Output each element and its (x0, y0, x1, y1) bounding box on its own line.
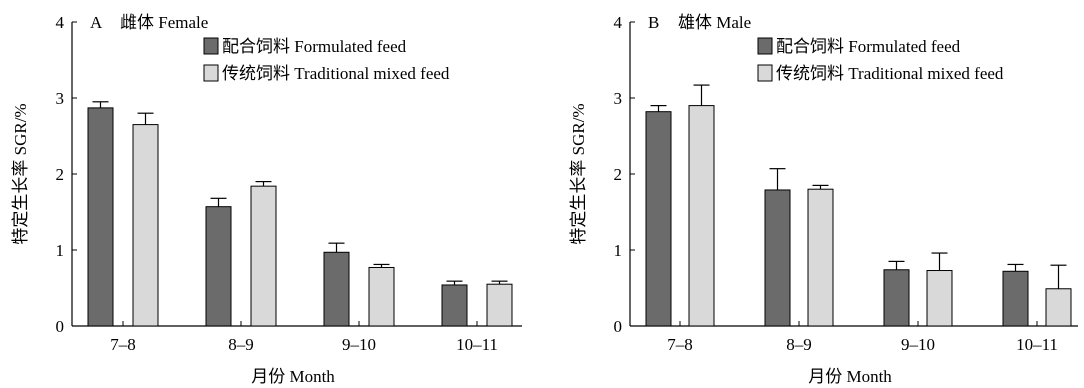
chart-panel-a: 0 1 2 3 4 特定生长率 SGR/% A 雌体 Female 7–8 8–9 9–10 10–1… (11, 13, 522, 386)
bar-traditional-feed (926, 270, 953, 327)
x-tick-label: 8–9 (786, 335, 812, 354)
bar-formulated-feed (1002, 270, 1029, 327)
bar-traditional-feed (368, 266, 395, 327)
bar-traditional-feed (688, 105, 715, 327)
legend-label: 配合饲料 Formulated feed (776, 37, 961, 56)
y-tick-label: 3 (614, 89, 623, 108)
legend-swatch (757, 37, 773, 55)
bar-formulated-feed (205, 206, 232, 327)
legend-label: 传统饲料 Traditional mixed feed (222, 64, 450, 83)
bar-traditional-feed (250, 185, 277, 327)
x-tick-label: 9–10 (342, 335, 376, 354)
x-axis-title: 月份 Month (251, 367, 335, 386)
y-tick-label: 3 (56, 89, 65, 108)
legend-swatch (757, 64, 773, 82)
y-tick-label: 0 (56, 317, 65, 336)
bar-formulated-feed (87, 107, 114, 327)
bar-formulated-feed (764, 189, 791, 327)
panel-title: 雄体 Male (678, 13, 751, 32)
y-tick-label: 0 (614, 317, 623, 336)
bar-formulated-feed (883, 269, 910, 327)
bar-traditional-feed (807, 188, 834, 327)
chart-panel-b: 0 1 2 3 4 特定生长率 SGR/% B 雄体 Male 7–8 8–9 9–10 10–11 月… (569, 13, 1078, 386)
y-axis-title: 特定生长率 SGR/% (569, 103, 588, 244)
panel-letter: A (90, 13, 103, 32)
legend-swatch (203, 64, 219, 82)
bar-formulated-feed (323, 251, 350, 327)
y-tick-label: 1 (614, 241, 623, 260)
panel-title: 雌体 Female (120, 13, 208, 32)
x-axis-title: 月份 Month (808, 367, 892, 386)
bar-traditional-feed (1045, 288, 1072, 327)
legend-label: 传统饲料 Traditional mixed feed (776, 64, 1004, 83)
x-tick-label: 7–8 (110, 335, 136, 354)
bar-formulated-feed (645, 111, 672, 327)
y-tick-label: 1 (56, 241, 65, 260)
y-tick-label: 2 (614, 165, 623, 184)
bar-traditional-feed (132, 124, 159, 327)
y-tick-label: 2 (56, 165, 65, 184)
x-tick-label: 10–11 (456, 335, 498, 354)
bar-traditional-feed (486, 283, 513, 327)
x-tick-label: 7–8 (667, 335, 693, 354)
y-tick-label: 4 (56, 13, 65, 32)
x-tick-label: 10–11 (1016, 335, 1058, 354)
panel-letter: B (648, 13, 659, 32)
bar-formulated-feed (441, 284, 468, 327)
legend-swatch (203, 37, 219, 55)
legend-label: 配合饲料 Formulated feed (222, 37, 407, 56)
y-axis-title: 特定生长率 SGR/% (11, 103, 30, 244)
x-tick-label: 9–10 (901, 335, 935, 354)
x-tick-label: 8–9 (228, 335, 254, 354)
y-tick-label: 4 (614, 13, 623, 32)
